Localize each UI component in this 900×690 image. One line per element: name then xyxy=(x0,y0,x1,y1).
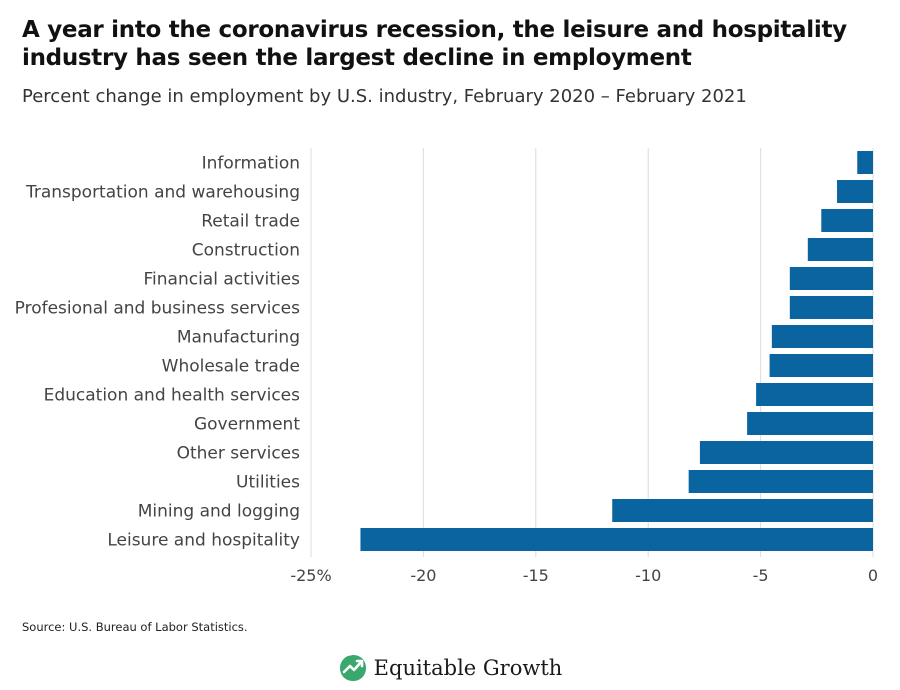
category-label: Mining and logging xyxy=(138,502,300,522)
x-tick-label: -5 xyxy=(753,566,769,585)
bar-other-services xyxy=(699,441,873,464)
category-label: Education and health services xyxy=(44,386,301,406)
chart-subtitle: Percent change in employment by U.S. ind… xyxy=(22,86,747,107)
category-label: Profesional and business services xyxy=(15,299,300,319)
bars xyxy=(360,151,873,551)
category-label: Transportation and warehousing xyxy=(25,183,300,203)
bar-government xyxy=(747,412,873,435)
category-label: Leisure and hospitality xyxy=(107,531,300,551)
category-label: Financial activities xyxy=(144,270,301,290)
bar-retail-trade xyxy=(821,209,873,232)
brand-footer: Equitable Growth xyxy=(0,648,900,688)
bar-financial-activities xyxy=(789,267,873,290)
grid-lines xyxy=(310,148,874,557)
category-label: Government xyxy=(194,415,300,435)
x-axis-ticks: -25% -20 -15 -10 -5 0 xyxy=(290,566,878,585)
bar-chart: Information Transportation and warehousin… xyxy=(15,148,878,585)
bar-information xyxy=(857,151,873,174)
growth-arrow-logo-icon xyxy=(339,655,366,681)
bar-transportation-and-warehousing xyxy=(837,180,873,203)
category-label: Manufacturing xyxy=(177,328,300,348)
bar-profesional-and-business-services xyxy=(789,296,873,319)
bar-utilities xyxy=(688,470,873,493)
x-tick-label: -10 xyxy=(635,566,661,585)
x-tick-label: 0 xyxy=(868,566,878,585)
category-label: Retail trade xyxy=(201,212,300,232)
brand-name: Equitable Growth xyxy=(373,656,563,680)
bar-manufacturing xyxy=(771,325,873,348)
category-labels: Information Transportation and warehousin… xyxy=(15,154,301,551)
category-label: Utilities xyxy=(236,473,300,493)
x-tick-label: -20 xyxy=(410,566,436,585)
bar-education-and-health-services xyxy=(756,383,873,406)
bar-construction xyxy=(807,238,873,261)
x-tick-label: -25% xyxy=(290,566,331,585)
category-label: Construction xyxy=(192,241,300,261)
bar-mining-and-logging xyxy=(612,499,873,522)
x-tick-label: -15 xyxy=(523,566,549,585)
source-note: Source: U.S. Bureau of Labor Statistics. xyxy=(22,620,248,634)
chart-title: A year into the coronavirus recession, t… xyxy=(22,17,847,71)
category-label: Wholesale trade xyxy=(162,357,300,377)
category-label: Information xyxy=(202,154,300,174)
bar-wholesale-trade xyxy=(769,354,873,377)
category-label: Other services xyxy=(177,444,301,464)
bar-leisure-and-hospitality xyxy=(360,528,873,551)
